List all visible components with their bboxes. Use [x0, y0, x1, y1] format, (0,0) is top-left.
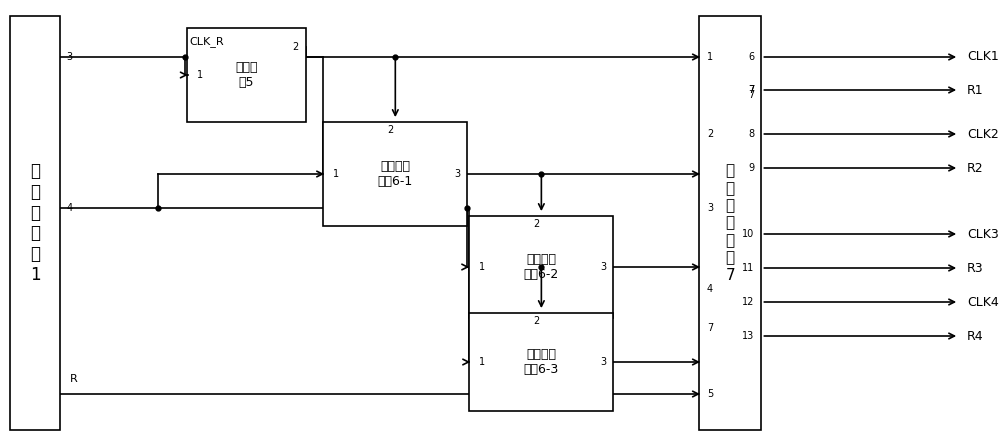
Text: 12: 12: [742, 297, 755, 307]
Text: CLK3: CLK3: [967, 227, 999, 240]
Bar: [469, 313, 613, 411]
Text: CLK2: CLK2: [967, 128, 999, 140]
Text: 7: 7: [707, 323, 713, 333]
Bar: [699, 16, 761, 430]
Text: 8: 8: [748, 129, 755, 139]
Text: 9: 9: [748, 163, 755, 173]
Text: CLK1: CLK1: [967, 50, 999, 63]
Text: 第二延时
模块6-2: 第二延时 模块6-2: [524, 253, 559, 281]
Text: R4: R4: [967, 330, 983, 343]
Text: 2: 2: [293, 42, 299, 52]
Text: 第三延时
模块6-3: 第三延时 模块6-3: [524, 348, 559, 376]
Text: R2: R2: [967, 161, 983, 174]
Text: 7: 7: [748, 85, 755, 95]
Text: 4: 4: [66, 203, 72, 213]
Bar: [469, 216, 613, 318]
Text: 3: 3: [600, 357, 607, 367]
Text: CLK_R: CLK_R: [189, 36, 224, 47]
Text: 1: 1: [479, 357, 485, 367]
Text: 7: 7: [748, 85, 755, 95]
Text: 3: 3: [600, 262, 607, 272]
Text: 1: 1: [333, 169, 339, 179]
Text: R: R: [70, 374, 78, 384]
Bar: [187, 28, 306, 122]
Text: 3: 3: [707, 203, 713, 213]
Text: 4: 4: [707, 284, 713, 294]
Text: 5: 5: [707, 389, 713, 399]
Text: 第一延时
模块6-1: 第一延时 模块6-1: [378, 160, 413, 188]
Text: 下
变
频
模
块
1: 下 变 频 模 块 1: [30, 162, 40, 284]
Text: 2: 2: [707, 129, 713, 139]
Text: R1: R1: [967, 83, 983, 96]
Text: 2: 2: [533, 316, 540, 326]
Text: 11: 11: [742, 263, 755, 273]
Text: R3: R3: [967, 261, 983, 274]
Text: 7: 7: [748, 91, 755, 100]
Text: 1: 1: [707, 52, 713, 62]
Text: 13: 13: [742, 331, 755, 341]
Text: 2: 2: [387, 125, 394, 135]
Text: 1: 1: [479, 262, 485, 272]
Bar: [10, 16, 60, 430]
Text: 10: 10: [742, 229, 755, 239]
Text: 数
据
采
样
模
块
7: 数 据 采 样 模 块 7: [725, 163, 735, 283]
Text: 3: 3: [454, 169, 461, 179]
Bar: [323, 122, 467, 226]
Text: CLK4: CLK4: [967, 296, 999, 309]
Text: 分频模
块5: 分频模 块5: [235, 61, 258, 89]
Text: 1: 1: [197, 70, 203, 80]
Text: 6: 6: [748, 52, 755, 62]
Text: 2: 2: [533, 219, 540, 229]
Text: 3: 3: [66, 52, 72, 62]
